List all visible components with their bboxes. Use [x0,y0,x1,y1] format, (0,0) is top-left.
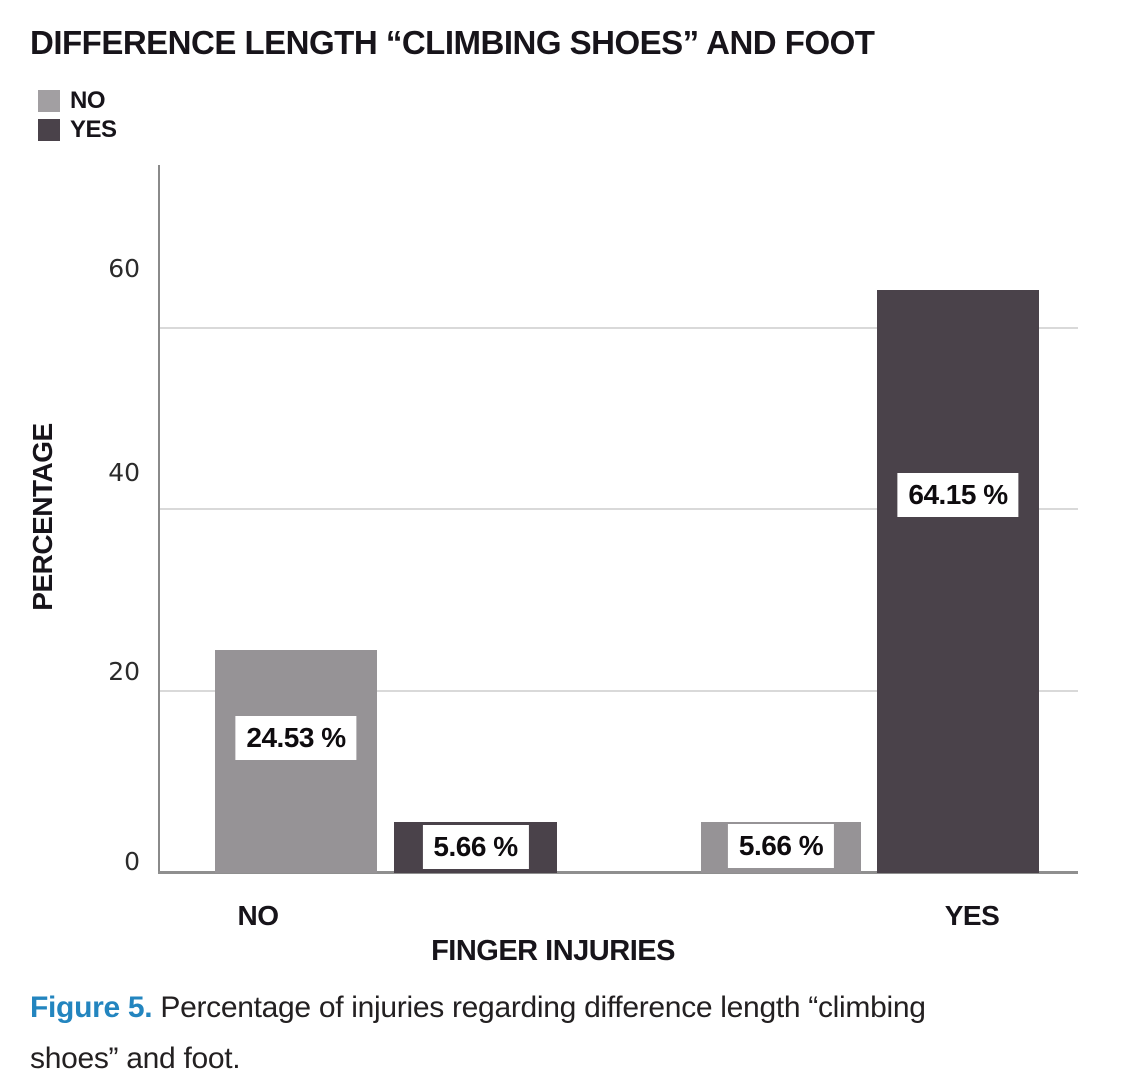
y-tick-label-40: 40 [108,458,140,487]
x-category-label-no: NO [237,900,280,931]
y-tick-label-0: 0 [124,847,140,876]
caption-figure-number: Figure 5. [30,991,153,1024]
legend-label-no: NO [70,86,106,114]
gridline-20 [160,690,1078,693]
x-axis-title: FINGER INJURIES [431,935,675,967]
y-tick-label-60: 60 [108,254,140,283]
y-tick-label-20: 20 [108,657,140,686]
bar-no-no [215,650,377,873]
figure-caption: Figure 5. Percentage of injuries regardi… [30,982,1110,1084]
chart-legend: NO YES [38,86,117,144]
caption-line-1: Figure 5. Percentage of injuries regardi… [30,982,1110,1033]
x-category-label-yes: YES [944,900,1000,931]
caption-line-2: shoes” and foot. [30,1042,241,1075]
legend-item-yes: YES [38,115,117,144]
chart-title: DIFFERENCE LENGTH “CLIMBING SHOES” AND F… [30,24,875,61]
bar-yes-yes [877,289,1039,873]
x-axis-line [158,871,1078,874]
gridline-60 [160,326,1078,329]
legend-label-yes: YES [70,115,117,143]
y-axis-line [158,165,160,874]
legend-item-no: NO [38,86,117,115]
legend-swatch-no-icon [38,89,60,112]
caption-text-1: Percentage of injuries regarding differe… [160,991,926,1024]
bar-value-label-no-yes: 5.66 % [422,825,529,869]
bar-value-label-no-no: 24.53 % [235,716,357,760]
legend-swatch-yes-icon [38,118,60,141]
bar-value-label-yes-yes: 64.15 % [897,473,1019,517]
gridline-40 [160,508,1078,511]
y-axis-title: PERCENTAGE [27,423,58,611]
bar-value-label-yes-no: 5.66 % [727,824,835,868]
